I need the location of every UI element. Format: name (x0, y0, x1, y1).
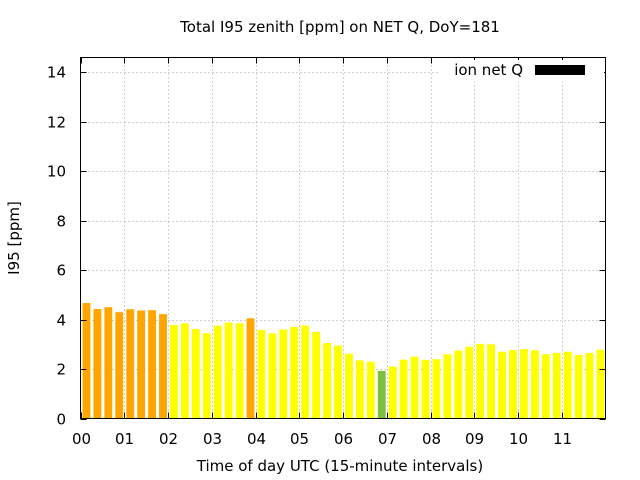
bar (104, 307, 113, 419)
bar (476, 343, 485, 419)
bar (388, 366, 397, 419)
x-tick-label: 09 (465, 430, 484, 448)
bar (301, 325, 310, 419)
bar (410, 356, 419, 419)
bar (520, 349, 528, 419)
y-tick-label: 2 (56, 361, 66, 379)
bar (224, 322, 233, 419)
bar (268, 333, 277, 419)
bar (443, 354, 452, 419)
y-axis-label: I95 [ppm] (5, 201, 23, 275)
x-tick-label: 02 (159, 430, 178, 448)
bar (180, 323, 189, 419)
bar (377, 371, 386, 419)
y-tick-label: 12 (47, 114, 66, 132)
y-tick-labels: 0 2 4 6 8 10 12 14 (47, 64, 66, 429)
y-tick-label: 10 (47, 163, 66, 181)
bar (399, 359, 408, 419)
bar (246, 318, 255, 419)
x-tick-labels: 00 01 02 03 04 05 06 07 08 09 10 11 (72, 430, 572, 448)
legend-label: ion net Q (454, 61, 523, 79)
bar (487, 344, 496, 419)
x-tick-label: 08 (422, 430, 441, 448)
bar (421, 359, 430, 419)
y-tick-label: 14 (47, 64, 66, 82)
y-tick-label: 6 (56, 262, 66, 280)
bar (290, 327, 299, 419)
bar (345, 353, 353, 419)
bar (115, 312, 124, 419)
bar (82, 303, 91, 419)
bar (498, 351, 507, 419)
bar (530, 350, 539, 419)
x-tick-label: 01 (115, 430, 134, 448)
bar (202, 333, 211, 419)
bar (334, 345, 342, 419)
bar (355, 360, 364, 419)
x-tick-label: 00 (72, 430, 91, 448)
x-axis-label: Time of day UTC (15-minute intervals) (196, 457, 483, 475)
bar (454, 350, 463, 419)
bar (257, 329, 266, 419)
bar (126, 309, 135, 419)
bar (366, 361, 375, 419)
bar (596, 349, 605, 419)
x-tick-label: 03 (203, 430, 222, 448)
bar (574, 354, 583, 419)
x-tick-label: 07 (378, 430, 397, 448)
bar (235, 323, 244, 419)
bar (279, 329, 288, 419)
bar (552, 352, 561, 419)
y-tick-label: 4 (56, 312, 66, 330)
bar (465, 346, 474, 419)
bars (82, 303, 605, 419)
y-tick-label: 8 (56, 213, 66, 231)
x-tick-label: 05 (290, 430, 309, 448)
bar (563, 351, 572, 419)
legend-swatch (535, 65, 585, 75)
bar (137, 310, 146, 419)
grid-lines (80, 57, 606, 419)
bar (323, 343, 332, 419)
x-tick-label: 06 (334, 430, 353, 448)
x-tick-label: 04 (247, 430, 266, 448)
bar (312, 331, 321, 419)
bar (148, 310, 157, 419)
bar (170, 325, 178, 419)
x-tick-label: 11 (553, 430, 572, 448)
bar (585, 352, 594, 419)
bar (541, 354, 550, 419)
bar (191, 328, 200, 419)
legend: ion net Q (440, 60, 604, 82)
bar (432, 359, 441, 419)
bar (159, 314, 167, 419)
y-tick-label: 0 (56, 411, 66, 429)
bar (213, 325, 222, 419)
bar (93, 308, 102, 419)
chart-title: Total I95 zenith [ppm] on NET Q, DoY=181 (179, 18, 500, 36)
x-tick-label: 10 (509, 430, 528, 448)
bar (509, 350, 517, 419)
